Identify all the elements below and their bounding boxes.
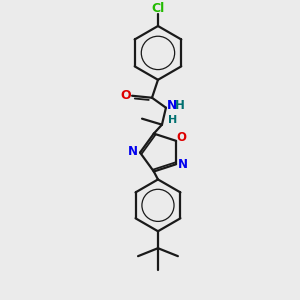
Text: N: N [128,145,138,158]
Text: N: N [178,158,188,171]
Text: H: H [175,99,185,112]
Text: O: O [121,89,131,102]
Text: H: H [168,115,178,125]
Text: Cl: Cl [151,2,165,15]
Text: N: N [167,99,177,112]
Text: O: O [176,131,186,144]
